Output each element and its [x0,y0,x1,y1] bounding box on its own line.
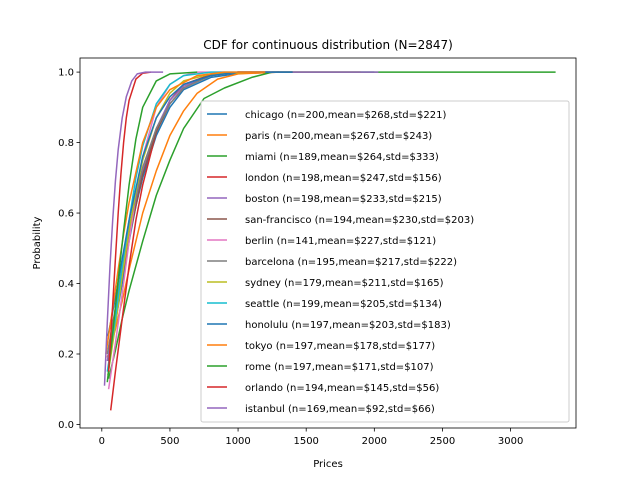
y-axis-label: Probability [32,216,43,269]
legend-entry-label: chicago (n=200,mean=$268,std=$221) [245,110,446,121]
x-tick-label: 500 [160,436,179,447]
legend: chicago (n=200,mean=$268,std=$221) paris … [200,100,570,423]
legend-box [200,100,570,423]
legend-entry-label: miami (n=189,mean=$264,std=$333) [245,152,439,163]
series-line-rome [106,71,198,383]
legend-entry-label: london (n=198,mean=$247,std=$156) [245,173,442,184]
y-tick-label: 0.2 [58,350,74,361]
series-line-orlando [107,71,151,372]
y-tick-label: 0.4 [58,279,74,290]
legend-entry-label: orlando (n=194,mean=$145,std=$56) [245,383,439,394]
y-tick-label: 1.0 [58,68,74,79]
series-line-honolulu [107,71,293,337]
series-line-seattle [106,71,239,372]
x-axis-label: Prices [313,459,343,470]
y-tick-label: 0.0 [58,420,74,431]
legend-entry-label: boston (n=198,mean=$233,std=$215) [245,194,442,205]
legend-entry-label: honolulu (n=197,mean=$203,std=$183) [245,320,451,331]
legend-entry-label: tokyo (n=197,mean=$178,std=$177) [245,341,435,352]
y-tick-label: 0.6 [58,209,74,220]
axes-frame [79,57,577,429]
x-tick-label: 2000 [362,436,387,447]
chart-title: CDF for continuous distribution (N=2847) [203,38,453,52]
legend-entry-label: barcelona (n=195,mean=$217,std=$222) [245,257,457,268]
x-tick-label: 0 [99,436,105,447]
x-tick-label: 3000 [498,436,523,447]
series-line-istanbul [103,71,164,386]
legend-entry-label: sydney (n=179,mean=$211,std=$165) [245,278,444,289]
x-tick-label: 2500 [430,436,455,447]
legend-entry-label: san-francisco (n=194,mean=$230,std=$203) [245,215,474,226]
series-lines [103,71,556,411]
legend-entry-label: rome (n=197,mean=$171,std=$107) [245,362,434,373]
series-line-tokyo [105,71,266,355]
y-axis-ticks: 0.0 0.2 0.4 0.6 0.8 1.0 [58,68,80,431]
x-axis-ticks: 0 500 1000 1500 2000 2500 3000 [99,428,523,447]
legend-entry-label: berlin (n=141,mean=$227,std=$121) [245,236,436,247]
legend-entry-label: seattle (n=199,mean=$205,std=$134) [245,299,442,310]
x-tick-label: 1500 [293,436,318,447]
y-tick-label: 0.8 [58,138,74,149]
x-tick-label: 1000 [225,436,250,447]
legend-entry-label: paris (n=200,mean=$267,std=$243) [245,131,432,142]
series-line-paris [106,71,361,358]
legend-entry-label: istanbul (n=169,mean=$92,std=$66) [245,404,435,415]
